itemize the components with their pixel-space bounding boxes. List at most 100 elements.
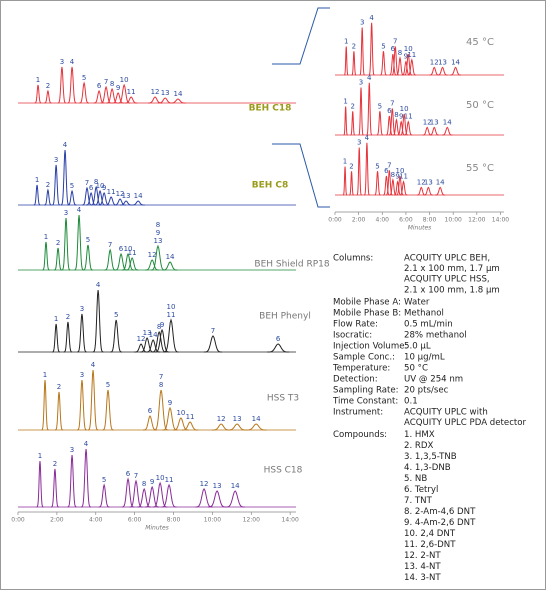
condition-value: Water bbox=[404, 297, 430, 307]
peak bbox=[161, 483, 177, 508]
peak-label: 10 bbox=[404, 45, 413, 53]
peak bbox=[422, 126, 432, 136]
peak bbox=[63, 321, 73, 353]
peak bbox=[86, 191, 97, 206]
peak-label: 6 bbox=[148, 407, 153, 415]
peak bbox=[54, 247, 63, 271]
peak bbox=[349, 171, 354, 196]
peak-label: 11 bbox=[167, 311, 176, 319]
peak bbox=[162, 406, 178, 431]
peak bbox=[146, 339, 161, 353]
peak bbox=[94, 189, 106, 206]
peak-label: 9 bbox=[116, 84, 120, 92]
peak bbox=[383, 175, 390, 196]
peak-label: 13 bbox=[438, 58, 447, 66]
x-tick-label: 14:00 bbox=[492, 217, 509, 224]
peak-label: 1 bbox=[38, 452, 42, 460]
condition-value: 12. 2-NT bbox=[404, 551, 441, 561]
peak-label: 12 bbox=[148, 251, 157, 259]
condition-label: Instrument: bbox=[333, 407, 383, 417]
peak bbox=[227, 423, 247, 431]
peak-label: 2 bbox=[46, 82, 50, 90]
condition-value: 10. 2,4 DNT bbox=[404, 529, 456, 539]
condition-value: 11. 2,6-DNT bbox=[404, 540, 456, 550]
x-tick-label: 10:00 bbox=[445, 217, 462, 224]
condition-value: 13. 4-NT bbox=[404, 562, 441, 572]
peak bbox=[350, 111, 356, 136]
peak-label: 4 bbox=[84, 440, 89, 448]
peak bbox=[134, 343, 148, 353]
condition-label: Flow Rate: bbox=[333, 319, 378, 329]
x-tick-label: 4:00 bbox=[89, 517, 103, 524]
peak-label: 14 bbox=[436, 178, 445, 186]
peak bbox=[87, 369, 99, 431]
trace-label: BEH Shield RP18 bbox=[254, 260, 329, 270]
x-tick-label: 12:00 bbox=[243, 517, 260, 524]
peak-label: 2 bbox=[66, 313, 70, 321]
peak-label: 2 bbox=[350, 102, 354, 110]
peak-label: 14 bbox=[134, 192, 143, 200]
peak bbox=[245, 423, 267, 431]
peak bbox=[374, 171, 381, 196]
peak bbox=[143, 415, 157, 431]
peak-label: 8 bbox=[157, 323, 161, 331]
peak-label: 3 bbox=[70, 446, 74, 454]
peak-label: 2 bbox=[56, 239, 60, 247]
condition-value: 3. 1,3,5-TNB bbox=[404, 452, 457, 462]
condition-value: 2.1 x 100 mm, 1.8 µm bbox=[404, 285, 500, 295]
peak bbox=[442, 126, 453, 136]
peak bbox=[90, 185, 102, 206]
peak-label: 5 bbox=[82, 74, 86, 82]
peak-label: 8 bbox=[156, 221, 160, 229]
peak-label: 6 bbox=[387, 107, 392, 115]
peak-label: 7 bbox=[134, 472, 138, 480]
x-tick-label: 0:00 bbox=[11, 517, 25, 524]
peak-label: 9 bbox=[160, 321, 164, 329]
condition-value: 1. HMX bbox=[404, 430, 435, 440]
condition-value: 20 pts/sec bbox=[404, 385, 449, 395]
condition-label: Sample Conc.: bbox=[333, 352, 395, 362]
peak-label: 10 bbox=[396, 167, 405, 175]
peak-label: 7 bbox=[390, 99, 394, 107]
condition-value: 7. TNT bbox=[404, 496, 433, 506]
peak-label: 5 bbox=[70, 182, 74, 190]
trace-label: BEH C8 bbox=[252, 181, 289, 191]
connector bbox=[272, 7, 330, 65]
condition-label: Sampling Rate: bbox=[333, 385, 399, 395]
condition-value: 10 µg/mL bbox=[404, 352, 445, 362]
peak bbox=[389, 53, 397, 76]
trace-label: HSS C18 bbox=[264, 466, 303, 476]
condition-label: Columns: bbox=[333, 254, 373, 264]
peak bbox=[170, 98, 186, 104]
peak bbox=[121, 252, 135, 271]
peak-label: 1 bbox=[43, 371, 47, 379]
peak-label: 5 bbox=[102, 476, 106, 484]
peak-label: 1 bbox=[35, 176, 39, 184]
trace-label: BEH C18 bbox=[249, 104, 292, 114]
peak-label: 9 bbox=[168, 399, 172, 407]
peak bbox=[435, 186, 446, 196]
peak-label: 11 bbox=[107, 188, 116, 196]
peak bbox=[125, 257, 139, 271]
peak-label: 7 bbox=[211, 327, 215, 335]
peak bbox=[61, 217, 71, 271]
peak bbox=[267, 343, 290, 353]
peak bbox=[343, 106, 348, 136]
x-tick-label: 4:00 bbox=[376, 217, 390, 224]
peak-label: 5 bbox=[378, 102, 382, 110]
condition-label: Mobile Phase A: bbox=[333, 297, 401, 307]
peak bbox=[147, 96, 163, 104]
peak bbox=[359, 27, 365, 76]
peak-label: 4 bbox=[70, 58, 75, 66]
peak-label: 6 bbox=[97, 82, 102, 90]
peak bbox=[380, 51, 387, 76]
peak-label: 5 bbox=[106, 381, 110, 389]
peak bbox=[416, 186, 426, 196]
peak bbox=[163, 318, 179, 353]
peak-label: 14 bbox=[174, 90, 183, 98]
peak-label: 8 bbox=[110, 80, 114, 88]
x-axis-label: Minutes bbox=[408, 225, 432, 232]
peak bbox=[204, 335, 222, 353]
peak bbox=[344, 46, 349, 76]
peak-label: 12 bbox=[137, 335, 146, 343]
